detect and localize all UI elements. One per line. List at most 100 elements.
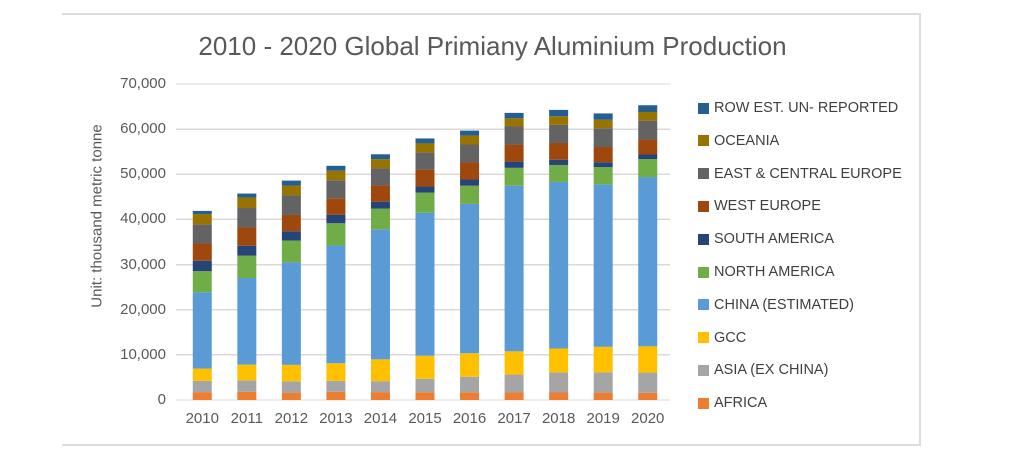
bar-segment-south-america-2016 [460,179,480,186]
bar-segment-west-europe-2020 [638,139,658,155]
legend-label: NORTH AMERICA [714,264,835,280]
legend-swatch [698,364,709,376]
bar-segment-south-america-2017 [504,161,524,168]
bar-segment-north-america-2018 [549,164,569,182]
bar-segment-oceania-2018 [549,116,569,125]
bar-segment-east-central-europe-2014 [370,168,390,186]
bar-segment-oceania-2011 [237,197,257,209]
bar-segment-africa-2013 [326,391,346,400]
bar-segment-gcc-2012 [281,364,301,382]
bar-segment-north-america-2015 [415,192,435,213]
bar-segment-africa-2018 [549,392,569,400]
bar-segment-oceania-2014 [370,159,390,169]
bar-segment-row-est-un-reported-2020 [638,105,658,112]
legend-item-north-america: NORTH AMERICA [698,264,835,280]
legend-item-east-central-europe: EAST & CENTRAL EUROPE [698,166,902,182]
legend-item-west-europe: WEST EUROPE [698,198,821,214]
bar-segment-row-est-un-reported-2012 [281,180,301,186]
legend-label: WEST EUROPE [714,198,821,215]
legend-label: GCC [714,329,747,346]
bar-segment-row-est-un-reported-2010 [192,210,212,215]
bar-segment-south-america-2018 [549,159,569,165]
bar-segment-africa-2016 [460,392,480,400]
bar-segment-west-europe-2010 [192,243,212,261]
bar-segment-oceania-2017 [504,118,524,127]
legend-label: OCEANIA [714,132,780,149]
bar-segment-east-central-europe-2016 [460,144,480,163]
bar-segment-east-central-europe-2010 [192,224,212,244]
y-tick-label: 10,000 [120,345,166,363]
bar-segment-row-est-un-reported-2017 [504,112,524,119]
bar-segment-south-america-2012 [281,231,301,241]
bar-segment-south-america-2010 [192,260,212,272]
legend-item-south-america: SOUTH AMERICA [698,231,834,247]
bar-segment-east-central-europe-2018 [549,124,569,143]
bar-segment-south-america-2011 [237,245,257,256]
legend-swatch [698,299,709,311]
bar-segment-north-america-2017 [504,167,524,186]
bar-segment-north-america-2012 [281,240,301,263]
bar-segment-east-central-europe-2012 [281,195,301,215]
x-tick-label: 2013 [319,410,353,427]
legend-swatch [698,233,709,245]
x-tick-label: 2017 [497,410,531,427]
y-tick-label: 70,000 [120,75,166,92]
bar-segment-west-europe-2019 [593,147,613,163]
bar-segment-west-europe-2017 [504,144,524,162]
bar-segment-asia-ex-china-2012 [281,381,301,393]
bar-segment-china-estimated-2013 [326,245,346,364]
x-tick-label: 2016 [452,410,487,427]
bar-segment-gcc-2015 [415,355,435,379]
bar-segment-south-america-2013 [326,214,346,224]
bar-segment-oceania-2020 [638,112,658,121]
x-tick-label: 2010 [185,410,219,427]
bar-segment-oceania-2010 [192,214,212,225]
legend-item-asia-ex-china: ASIA (EX CHINA) [698,362,828,378]
bar-segment-africa-2015 [415,392,435,400]
bar-segment-asia-ex-china-2013 [326,380,346,392]
bar-segment-east-central-europe-2011 [237,208,257,228]
bar-segment-china-estimated-2018 [549,181,569,349]
bar-segment-north-america-2020 [638,159,658,178]
bar-segment-china-estimated-2016 [460,203,480,354]
bar-segment-south-america-2015 [415,186,435,193]
legend-label: ASIA (EX CHINA) [714,362,829,379]
bar-segment-asia-ex-china-2020 [638,372,658,393]
bar-segment-africa-2010 [192,392,212,400]
bar-segment-gcc-2011 [237,364,257,381]
legend-label: ROW EST. UN- REPORTED [714,100,899,116]
bar-segment-row-est-un-reported-2018 [549,109,569,117]
x-tick-label: 2015 [408,410,442,427]
bar-segment-row-est-un-reported-2019 [593,113,613,120]
x-tick-label: 2020 [631,410,665,427]
y-tick-label: 20,000 [120,300,166,318]
legend-swatch [698,397,709,409]
bar-segment-east-central-europe-2020 [638,120,658,140]
bar-segment-asia-ex-china-2015 [415,378,435,393]
bar-segment-china-estimated-2020 [638,177,658,347]
bar-segment-west-europe-2011 [237,227,257,246]
bar-segment-asia-ex-china-2017 [504,374,524,393]
bar-segment-africa-2017 [504,392,524,400]
legend-swatch [698,135,709,147]
y-tick-label: 0 [157,391,166,408]
y-tick-label: 60,000 [120,120,166,138]
bar-segment-gcc-2018 [549,348,569,373]
legend-item-china-estimated: CHINA (ESTIMATED) [698,297,854,313]
legend-swatch [698,102,709,114]
bar-segment-south-america-2019 [593,162,613,168]
bar-segment-china-estimated-2015 [415,212,435,356]
bar-segment-africa-2012 [281,392,301,400]
bar-segment-asia-ex-china-2018 [549,372,569,393]
bar-segment-gcc-2014 [370,359,390,382]
bar-segment-gcc-2020 [638,346,658,373]
legend-label: EAST & CENTRAL EUROPE [714,165,902,182]
bar-segment-gcc-2013 [326,363,346,381]
legend-item-africa: AFRICA [698,395,767,411]
legend-swatch [698,332,709,344]
bar-segment-west-europe-2016 [460,162,480,180]
bar-segment-west-europe-2018 [549,142,569,160]
x-tick-label: 2014 [363,410,398,427]
legend-label: SOUTH AMERICA [714,231,835,248]
